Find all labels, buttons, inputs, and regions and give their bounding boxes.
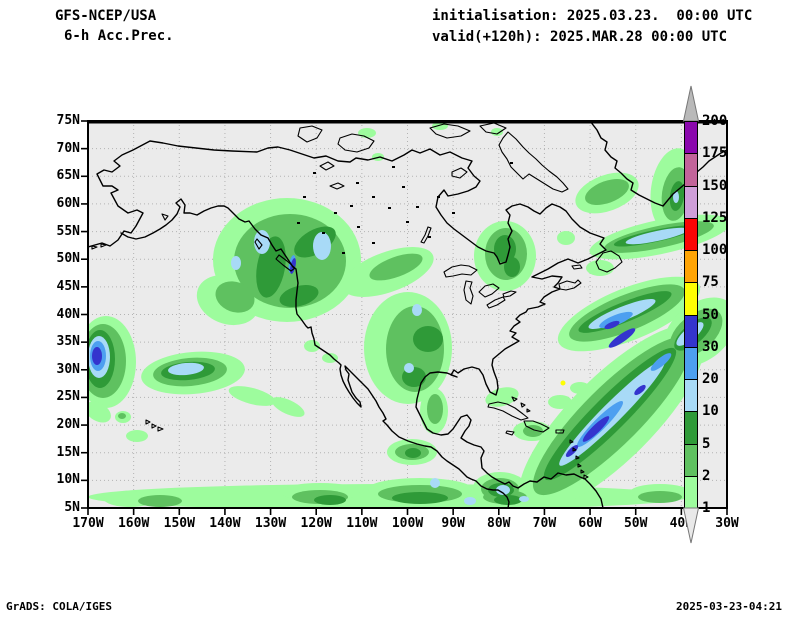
lat-tick-label: 55N — [56, 223, 80, 239]
lon-tick-label: 90W — [441, 516, 465, 531]
colorbar-level-label: 150 — [702, 177, 728, 194]
lon-tick-label: 100W — [391, 516, 424, 531]
colorbar-level-label: 50 — [702, 306, 719, 323]
colorbar-level-label: 125 — [702, 209, 728, 226]
lon-tick-label: 110W — [346, 516, 378, 531]
colorbar-cell — [684, 217, 698, 251]
lon-tick-label: 160W — [117, 516, 150, 531]
colorbar-cell — [684, 250, 698, 284]
lon-tick-label: 120W — [300, 516, 332, 531]
colorbar-level-label: 200 — [702, 113, 728, 129]
colorbar-arrow-over — [682, 85, 700, 122]
lat-tick-label: 60N — [56, 195, 80, 211]
colorbar-cell — [684, 379, 698, 413]
lat-tick-label: 75N — [56, 113, 80, 128]
product-title: 6-h Acc.Prec. — [64, 28, 174, 44]
lat-tick-label: 70N — [56, 140, 80, 156]
colorbar-level-label: 175 — [702, 145, 728, 162]
lat-tick-label: 30N — [56, 361, 80, 377]
colorbar-level-label: 10 — [702, 403, 719, 420]
lat-tick-label: 15N — [56, 444, 80, 460]
colorbar-cell — [684, 443, 698, 477]
lat-tick-label: 35N — [56, 334, 80, 350]
lon-tick-label: 150W — [163, 516, 195, 531]
colorbar-cell — [684, 475, 698, 509]
lon-tick-label: 80W — [487, 516, 511, 531]
colorbar-level-label: 20 — [702, 371, 719, 387]
creation-timestamp: 2025-03-23-04:21 — [676, 600, 782, 613]
colorbar-cell — [684, 121, 698, 155]
lon-tick-label: 50W — [623, 516, 648, 531]
init-time: initialisation: 2025.03.23. 00:00 UTC — [432, 8, 753, 24]
lat-tick-label: 50N — [56, 251, 80, 267]
lat-tick-label: 45N — [56, 278, 80, 294]
lat-tick-label: 25N — [56, 389, 80, 405]
colorbar-level-label: 30 — [702, 338, 719, 355]
lon-tick-label: 70W — [532, 516, 557, 531]
colorbar-cell — [684, 185, 698, 219]
grads-credit: GrADS: COLA/IGES — [6, 600, 112, 613]
coastlines — [88, 121, 727, 508]
lon-tick-label: 140W — [209, 516, 241, 531]
lon-tick-label: 170W — [72, 516, 104, 531]
colorbar-arrow-under — [682, 507, 700, 544]
colorbar-level-label: 1 — [702, 500, 711, 516]
colorbar-cell — [684, 153, 698, 187]
valid-time: valid(+120h): 2025.MAR.28 00:00 UTC — [432, 29, 728, 45]
colorbar-cell — [684, 314, 698, 348]
colorbar-cell — [684, 282, 698, 316]
lat-tick-label: 40N — [56, 306, 80, 322]
lat-tick-label: 5N — [64, 500, 80, 515]
colorbar-level-label: 5 — [702, 435, 711, 452]
colorbar-cell — [684, 411, 698, 445]
lon-tick-label: 60W — [578, 516, 602, 531]
colorbar-level-label: 100 — [702, 242, 728, 258]
colorbar-level-label: 2 — [702, 467, 711, 484]
precipitation-shading — [88, 122, 727, 508]
model-title: GFS-NCEP/USA — [55, 8, 157, 24]
lat-tick-label: 20N — [56, 417, 80, 433]
colorbar-level-label: 75 — [702, 274, 719, 291]
lat-tick-label: 65N — [56, 168, 80, 184]
axis-ticks — [81, 120, 728, 515]
lon-tick-label: 30W — [715, 516, 739, 531]
lat-tick-label: 10N — [56, 472, 80, 488]
lon-tick-label: 130W — [254, 516, 287, 531]
lake-specks — [297, 162, 513, 254]
colorbar-cell — [684, 346, 698, 380]
